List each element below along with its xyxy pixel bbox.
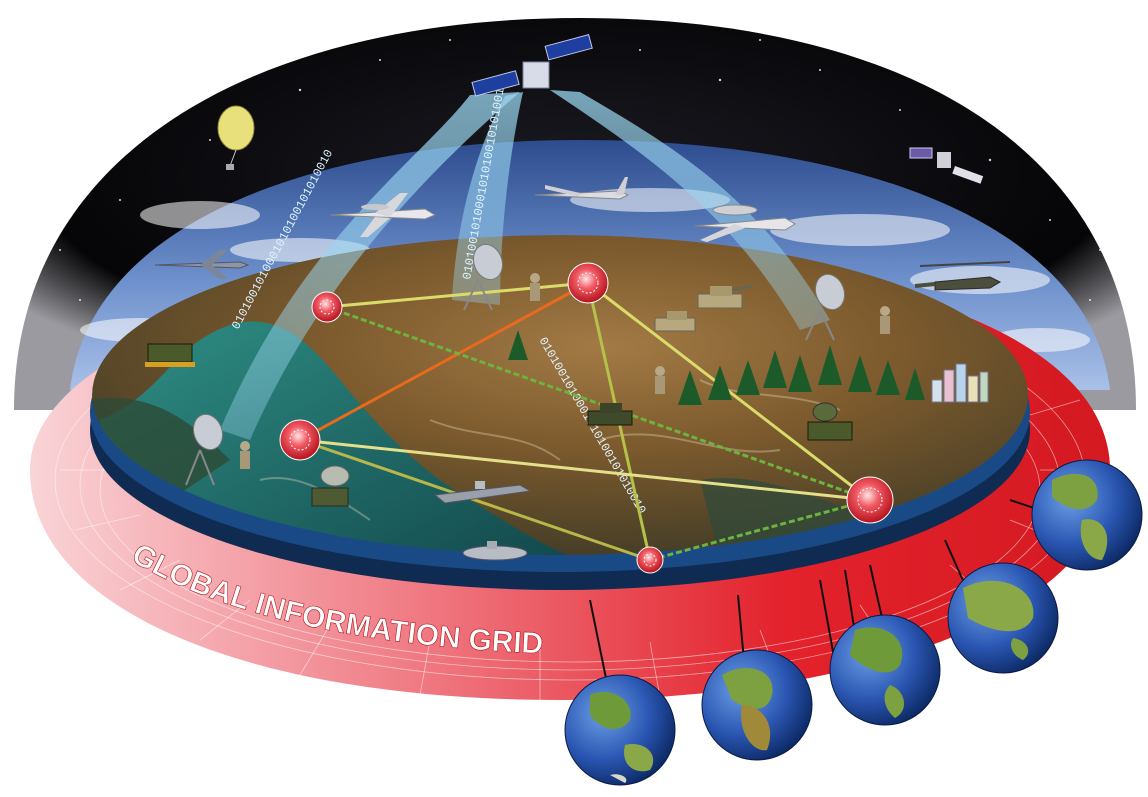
globe-icon — [829, 614, 941, 726]
stars — [59, 39, 1101, 301]
beam-left — [220, 92, 520, 440]
link — [299, 438, 651, 562]
satellite-icon — [471, 34, 593, 97]
soldier-icon — [880, 306, 890, 334]
link — [299, 438, 871, 502]
awacs-plane-icon — [329, 193, 437, 237]
soldier-icon — [240, 441, 250, 469]
tree-icon — [818, 345, 842, 385]
city-icon — [931, 363, 989, 403]
soldier-icon — [530, 273, 540, 301]
ship-icon — [433, 481, 532, 504]
satcom-dish-icon — [463, 243, 504, 311]
link — [326, 281, 589, 309]
globe-icon — [564, 674, 676, 786]
tree-icon — [736, 360, 760, 395]
tree-icon — [848, 355, 872, 392]
network-node — [567, 262, 609, 304]
e2-hawkeye-icon — [694, 204, 796, 242]
submarine-icon — [462, 541, 528, 561]
small-satellite-icon — [909, 147, 984, 184]
forest — [508, 330, 925, 405]
tree-icon — [905, 368, 925, 400]
network-node — [279, 419, 321, 461]
radar-truck-icon — [311, 465, 350, 507]
satcom-dish-icon — [185, 413, 224, 486]
tree-icon — [708, 365, 732, 400]
globe-icon — [1031, 459, 1143, 571]
helicopter-icon — [914, 261, 1011, 291]
link — [649, 498, 871, 562]
link — [299, 281, 589, 442]
satcom-dish-icon — [805, 273, 846, 341]
network-nodes — [279, 262, 894, 574]
beam-center — [452, 92, 523, 305]
globe-icon — [701, 649, 813, 761]
globe-icon — [947, 562, 1059, 674]
humvee-icon — [145, 343, 195, 367]
humvee-icon — [807, 402, 853, 441]
soldier-icon — [655, 366, 665, 394]
globes — [564, 459, 1143, 786]
tank-icon — [587, 403, 633, 426]
tree-icon — [763, 350, 787, 388]
tank-icon — [697, 284, 753, 309]
tree-icon — [788, 355, 812, 392]
tree-icon — [508, 330, 528, 360]
tank-icon — [654, 311, 696, 332]
link — [326, 305, 871, 502]
network-node — [636, 546, 664, 574]
network-node — [846, 476, 894, 524]
beam-right — [550, 90, 830, 330]
balloon-icon — [217, 105, 255, 170]
tree-icon — [876, 360, 900, 395]
tree-icon — [678, 370, 702, 405]
network-node — [311, 291, 343, 323]
fighter-jet-icon — [154, 250, 250, 279]
uav-drone-icon — [534, 177, 630, 200]
